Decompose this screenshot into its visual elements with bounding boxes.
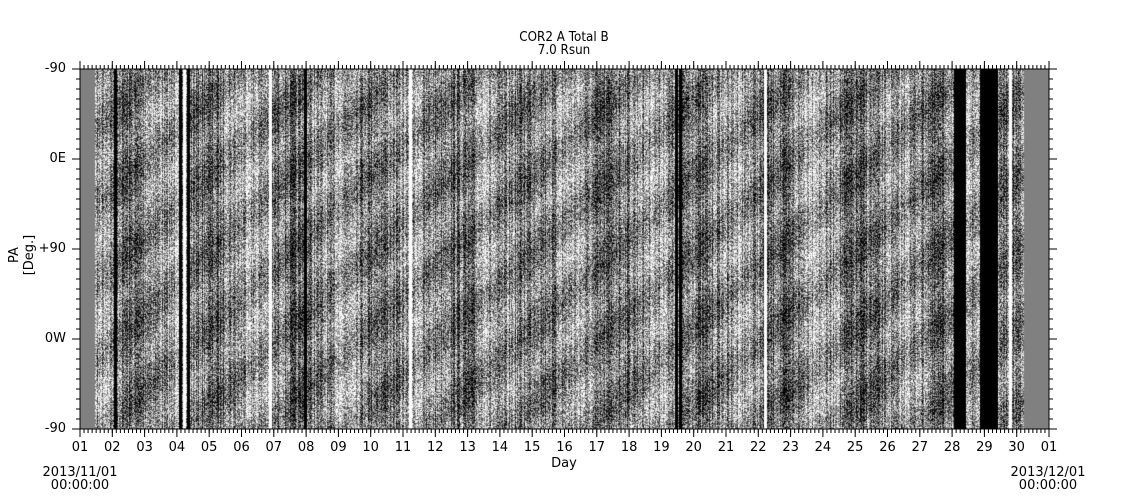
x-tick-label: 30 [1008, 440, 1025, 455]
x-tick-label: 01 [1040, 440, 1058, 455]
y-tick-label: 0E [49, 151, 67, 166]
y-tick-label: +90 [38, 241, 66, 256]
x-tick-label: 14 [491, 440, 509, 455]
x-tick-label: 19 [653, 440, 670, 455]
x-tick-label: 18 [620, 440, 638, 455]
x-tick-label: 24 [814, 440, 832, 455]
x-tick-label: 29 [976, 440, 993, 455]
x-start-time: 00:00:00 [50, 478, 110, 493]
x-tick-label: 27 [911, 440, 929, 455]
heatmap-image [80, 69, 1049, 429]
y-tick-label: -90 [44, 421, 66, 436]
x-start-datetime: 2013/11/01 00:00:00 [35, 466, 125, 492]
x-tick-label: 06 [233, 440, 250, 455]
chart-subtitle: 7.0 Rsun [537, 43, 591, 58]
x-tick-label: 09 [330, 440, 347, 455]
x-tick-label: 03 [136, 440, 153, 455]
x-tick-label: 08 [297, 440, 315, 455]
x-tick-label: 01 [71, 440, 89, 455]
x-tick-label: 11 [394, 440, 412, 455]
x-end-datetime: 2013/12/01 00:00:00 [1003, 466, 1093, 492]
x-tick-label: 17 [588, 440, 606, 455]
y-axis-label: PA [Deg.] [7, 234, 37, 276]
y-tick-label: -90 [44, 61, 66, 76]
x-tick-label: 13 [459, 440, 476, 455]
x-tick-label: 23 [782, 440, 799, 455]
x-tick-label: 25 [846, 440, 864, 455]
chart-title: COR2 A Total B [519, 30, 609, 45]
x-tick-label: 02 [104, 440, 121, 455]
x-tick-label: 15 [523, 440, 541, 455]
x-tick-label: 20 [685, 440, 702, 455]
y-tick-label: 0W [44, 331, 66, 346]
x-end-time: 00:00:00 [1018, 478, 1078, 493]
x-tick-label: 26 [879, 440, 896, 455]
x-tick-label: 12 [427, 440, 444, 455]
x-tick-label: 07 [265, 440, 283, 455]
x-axis-label: Day [551, 456, 577, 471]
x-end-date: 2013/12/01 [1010, 465, 1086, 480]
x-tick-label: 16 [556, 440, 573, 455]
x-tick-label: 22 [750, 440, 767, 455]
x-start-date: 2013/11/01 [42, 465, 118, 480]
x-tick-label: 05 [200, 440, 218, 455]
x-tick-label: 04 [168, 440, 186, 455]
x-tick-label: 21 [717, 440, 735, 455]
x-tick-label: 28 [943, 440, 961, 455]
x-tick-label: 10 [362, 440, 379, 455]
